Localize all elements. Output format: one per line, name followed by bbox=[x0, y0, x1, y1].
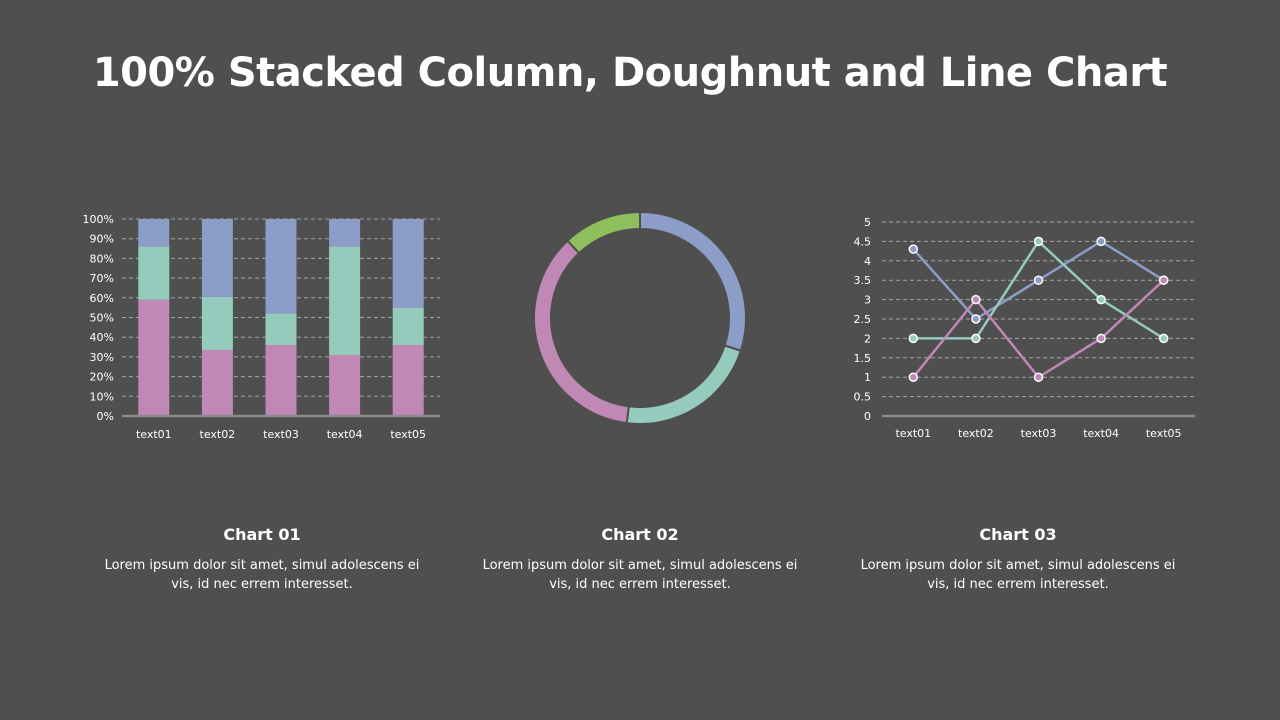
chart-02-caption: Chart 02 Lorem ipsum dolor sit amet, sim… bbox=[480, 525, 800, 594]
slide-title: 100% Stacked Column, Doughnut and Line C… bbox=[92, 50, 1168, 96]
stacked-column-chart: 0% 10% 20% 30% 40% 50% 60% 70% 80% 90% 100% text01 t… bbox=[83, 213, 440, 441]
bar-segment bbox=[265, 219, 297, 314]
series-point bbox=[1033, 372, 1044, 382]
y-tick-label: 4.5 bbox=[854, 235, 872, 248]
doughnut-chart bbox=[533, 210, 747, 425]
x-tick-label: text04 bbox=[327, 428, 363, 441]
series-point bbox=[1096, 333, 1106, 344]
y-tick-label: 0% bbox=[97, 410, 114, 423]
series-point bbox=[971, 333, 981, 344]
y-tick-label: 2 bbox=[864, 332, 871, 345]
bar-segment bbox=[329, 246, 361, 355]
y-tick-label: 50% bbox=[90, 312, 114, 325]
series-point bbox=[1158, 275, 1169, 285]
x-tick-label: text05 bbox=[1146, 427, 1182, 440]
x-tick-label: text03 bbox=[263, 428, 299, 441]
bar-segment bbox=[138, 299, 170, 416]
bar-segment bbox=[392, 219, 424, 308]
y-tick-label: 3 bbox=[864, 294, 871, 307]
y-tick-label: 0 bbox=[864, 410, 871, 423]
x-tick-label: text04 bbox=[1083, 427, 1119, 440]
series-point bbox=[908, 244, 919, 254]
y-tick-label: 10% bbox=[90, 390, 114, 403]
series-point bbox=[971, 294, 981, 305]
doughnut-slice bbox=[625, 344, 743, 425]
series-point bbox=[908, 372, 919, 382]
x-tick-label: text01 bbox=[136, 428, 172, 441]
bar-segment bbox=[138, 246, 170, 300]
chart-01-heading: Chart 01 bbox=[223, 525, 301, 544]
y-tick-label: 20% bbox=[90, 371, 114, 384]
chart-01-description: Lorem ipsum dolor sit amet, simul adoles… bbox=[104, 558, 420, 592]
y-tick-label: 1.5 bbox=[854, 352, 872, 365]
series-point bbox=[971, 314, 981, 324]
bar-segment bbox=[201, 219, 233, 297]
bar-segment bbox=[329, 219, 361, 247]
doughnut-slice bbox=[639, 210, 747, 353]
line-chart: 0 0.5 1 1.5 2 2.5 3 3.5 4 4.5 5 text01 text02 text03 t… bbox=[854, 216, 1195, 440]
y-tick-label: 40% bbox=[90, 331, 114, 344]
x-tick-label: text05 bbox=[390, 428, 426, 441]
bar-segment bbox=[201, 350, 233, 416]
doughnut-slice bbox=[566, 210, 641, 255]
series-point bbox=[1033, 236, 1044, 247]
x-tick-label: text03 bbox=[1021, 427, 1057, 440]
series-line bbox=[912, 279, 1165, 379]
bar-segment bbox=[392, 307, 424, 346]
y-tick-label: 4 bbox=[864, 255, 871, 268]
y-tick-label: 5 bbox=[864, 216, 871, 229]
y-tick-label: 0.5 bbox=[854, 391, 872, 404]
y-tick-label: 100% bbox=[83, 213, 114, 226]
x-tick-label: text02 bbox=[958, 427, 994, 440]
chart-03-caption: Chart 03 Lorem ipsum dolor sit amet, sim… bbox=[858, 525, 1178, 594]
bar-segment bbox=[392, 345, 424, 416]
x-tick-label: text02 bbox=[200, 428, 236, 441]
bar-segment bbox=[265, 313, 297, 346]
chart-02-description: Lorem ipsum dolor sit amet, simul adoles… bbox=[482, 558, 798, 592]
doughnut-slice bbox=[533, 239, 630, 425]
y-tick-label: 90% bbox=[90, 233, 114, 246]
series-point bbox=[1158, 333, 1169, 344]
y-tick-label: 1 bbox=[864, 371, 871, 384]
x-tick-label: text01 bbox=[895, 427, 931, 440]
y-tick-label: 80% bbox=[90, 252, 114, 265]
y-tick-label: 70% bbox=[90, 272, 114, 285]
series-point bbox=[908, 333, 919, 344]
chart-03-description: Lorem ipsum dolor sit amet, simul adoles… bbox=[860, 558, 1176, 592]
series-point bbox=[1033, 275, 1044, 285]
series-point bbox=[1096, 236, 1106, 247]
series-point bbox=[1096, 294, 1106, 305]
bar-segment bbox=[138, 219, 170, 247]
bar-segment bbox=[265, 345, 297, 416]
y-tick-label: 30% bbox=[90, 351, 114, 364]
bar-segment bbox=[201, 296, 233, 351]
y-tick-label: 3.5 bbox=[854, 274, 872, 287]
y-tick-label: 2.5 bbox=[854, 313, 872, 326]
y-tick-label: 60% bbox=[90, 292, 114, 305]
chart-01-caption: Chart 01 Lorem ipsum dolor sit amet, sim… bbox=[102, 525, 422, 594]
chart-02-heading: Chart 02 bbox=[601, 525, 679, 544]
chart-03-heading: Chart 03 bbox=[979, 525, 1057, 544]
bar-segment bbox=[329, 354, 361, 416]
